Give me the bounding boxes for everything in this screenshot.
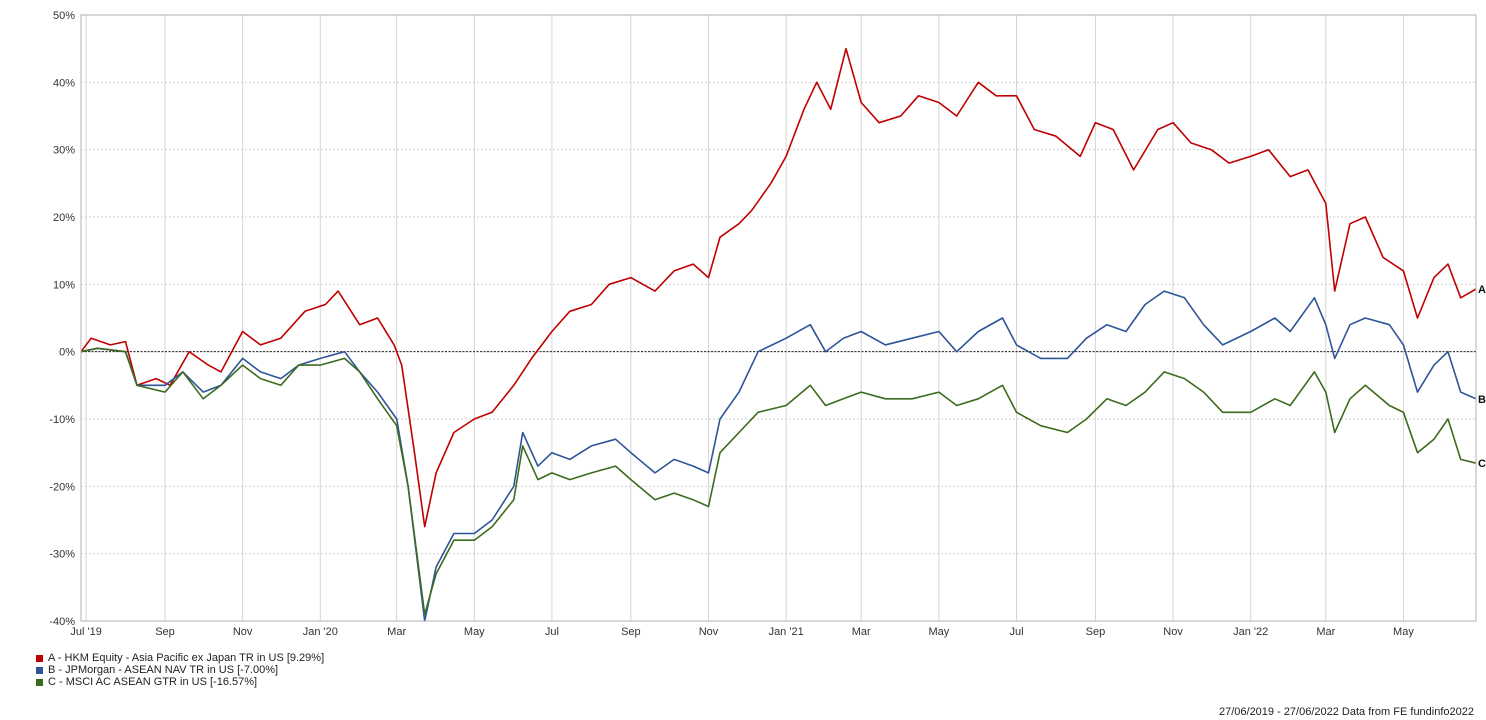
series-line-a: [80, 47, 1477, 528]
legend-item-b: B - JPMorgan - ASEAN NAV TR in US [-7.00…: [36, 664, 324, 676]
x-tick-label: Jul '19: [70, 626, 101, 638]
x-tick-label: Mar: [1316, 626, 1335, 638]
legend-swatch: [36, 666, 43, 674]
x-tick-label: Jul: [1009, 626, 1023, 638]
y-tick-label: -20%: [49, 481, 75, 493]
x-tick-label: Sep: [621, 626, 641, 638]
x-tick-label: May: [1393, 626, 1414, 638]
x-tick-label: Nov: [1163, 626, 1183, 638]
series-end-label-b: B: [1478, 394, 1486, 406]
y-tick-label: -30%: [49, 549, 75, 561]
series-line-c: [80, 347, 1477, 616]
legend-item-c: C - MSCI AC ASEAN GTR in US [-16.57%]: [36, 676, 324, 688]
x-tick-label: Jul: [545, 626, 559, 638]
y-tick-label: 30%: [53, 145, 75, 157]
legend-label: B - JPMorgan - ASEAN NAV TR in US [-7.00…: [48, 664, 279, 676]
x-tick-label: Jan '20: [303, 626, 338, 638]
legend: A - HKM Equity - Asia Pacific ex Japan T…: [36, 652, 324, 688]
x-tick-label: May: [464, 626, 485, 638]
y-tick-label: -10%: [49, 414, 75, 426]
grid-layer: [81, 14, 1476, 622]
date-range-footer: 27/06/2019 - 27/06/2022 Data from FE fun…: [1218, 706, 1474, 718]
y-tick-label: 50%: [53, 10, 75, 22]
end-labels: A B C: [1478, 284, 1486, 470]
plot-frame: [80, 14, 1477, 622]
legend-swatch: [36, 678, 43, 686]
series-layer: [80, 47, 1477, 622]
x-axis-ticks: Jul '19 Sep Nov Jan '20 Mar May Jul Sep Nov Jan '…: [70, 626, 1414, 638]
x-tick-label: Nov: [233, 626, 253, 638]
y-tick-label: 0%: [59, 347, 75, 359]
line-chart: -40% -30% -20% -10% 0% 10% 20% 30% 40% 50% Jul '1…: [49, 10, 1486, 638]
x-tick-label: Jan '21: [769, 626, 804, 638]
series-line-b: [80, 290, 1477, 622]
legend-label: A - HKM Equity - Asia Pacific ex Japan T…: [48, 652, 325, 664]
x-tick-label: Jan '22: [1233, 626, 1268, 638]
x-tick-label: Sep: [155, 626, 175, 638]
y-tick-label: -40%: [49, 616, 75, 628]
y-tick-label: 40%: [53, 77, 75, 89]
legend-swatch: [36, 654, 43, 662]
legend-label: C - MSCI AC ASEAN GTR in US [-16.57%]: [48, 676, 258, 688]
x-tick-label: Mar: [852, 626, 871, 638]
x-tick-label: Nov: [699, 626, 719, 638]
y-tick-label: 20%: [53, 212, 75, 224]
series-end-label-a: A: [1478, 284, 1486, 296]
y-axis-ticks: -40% -30% -20% -10% 0% 10% 20% 30% 40% 50%: [49, 10, 75, 628]
y-tick-label: 10%: [53, 279, 75, 291]
series-end-label-c: C: [1478, 458, 1486, 470]
x-tick-label: May: [928, 626, 949, 638]
x-tick-label: Sep: [1086, 626, 1106, 638]
x-tick-label: Mar: [387, 626, 406, 638]
legend-item-a: A - HKM Equity - Asia Pacific ex Japan T…: [36, 652, 324, 664]
